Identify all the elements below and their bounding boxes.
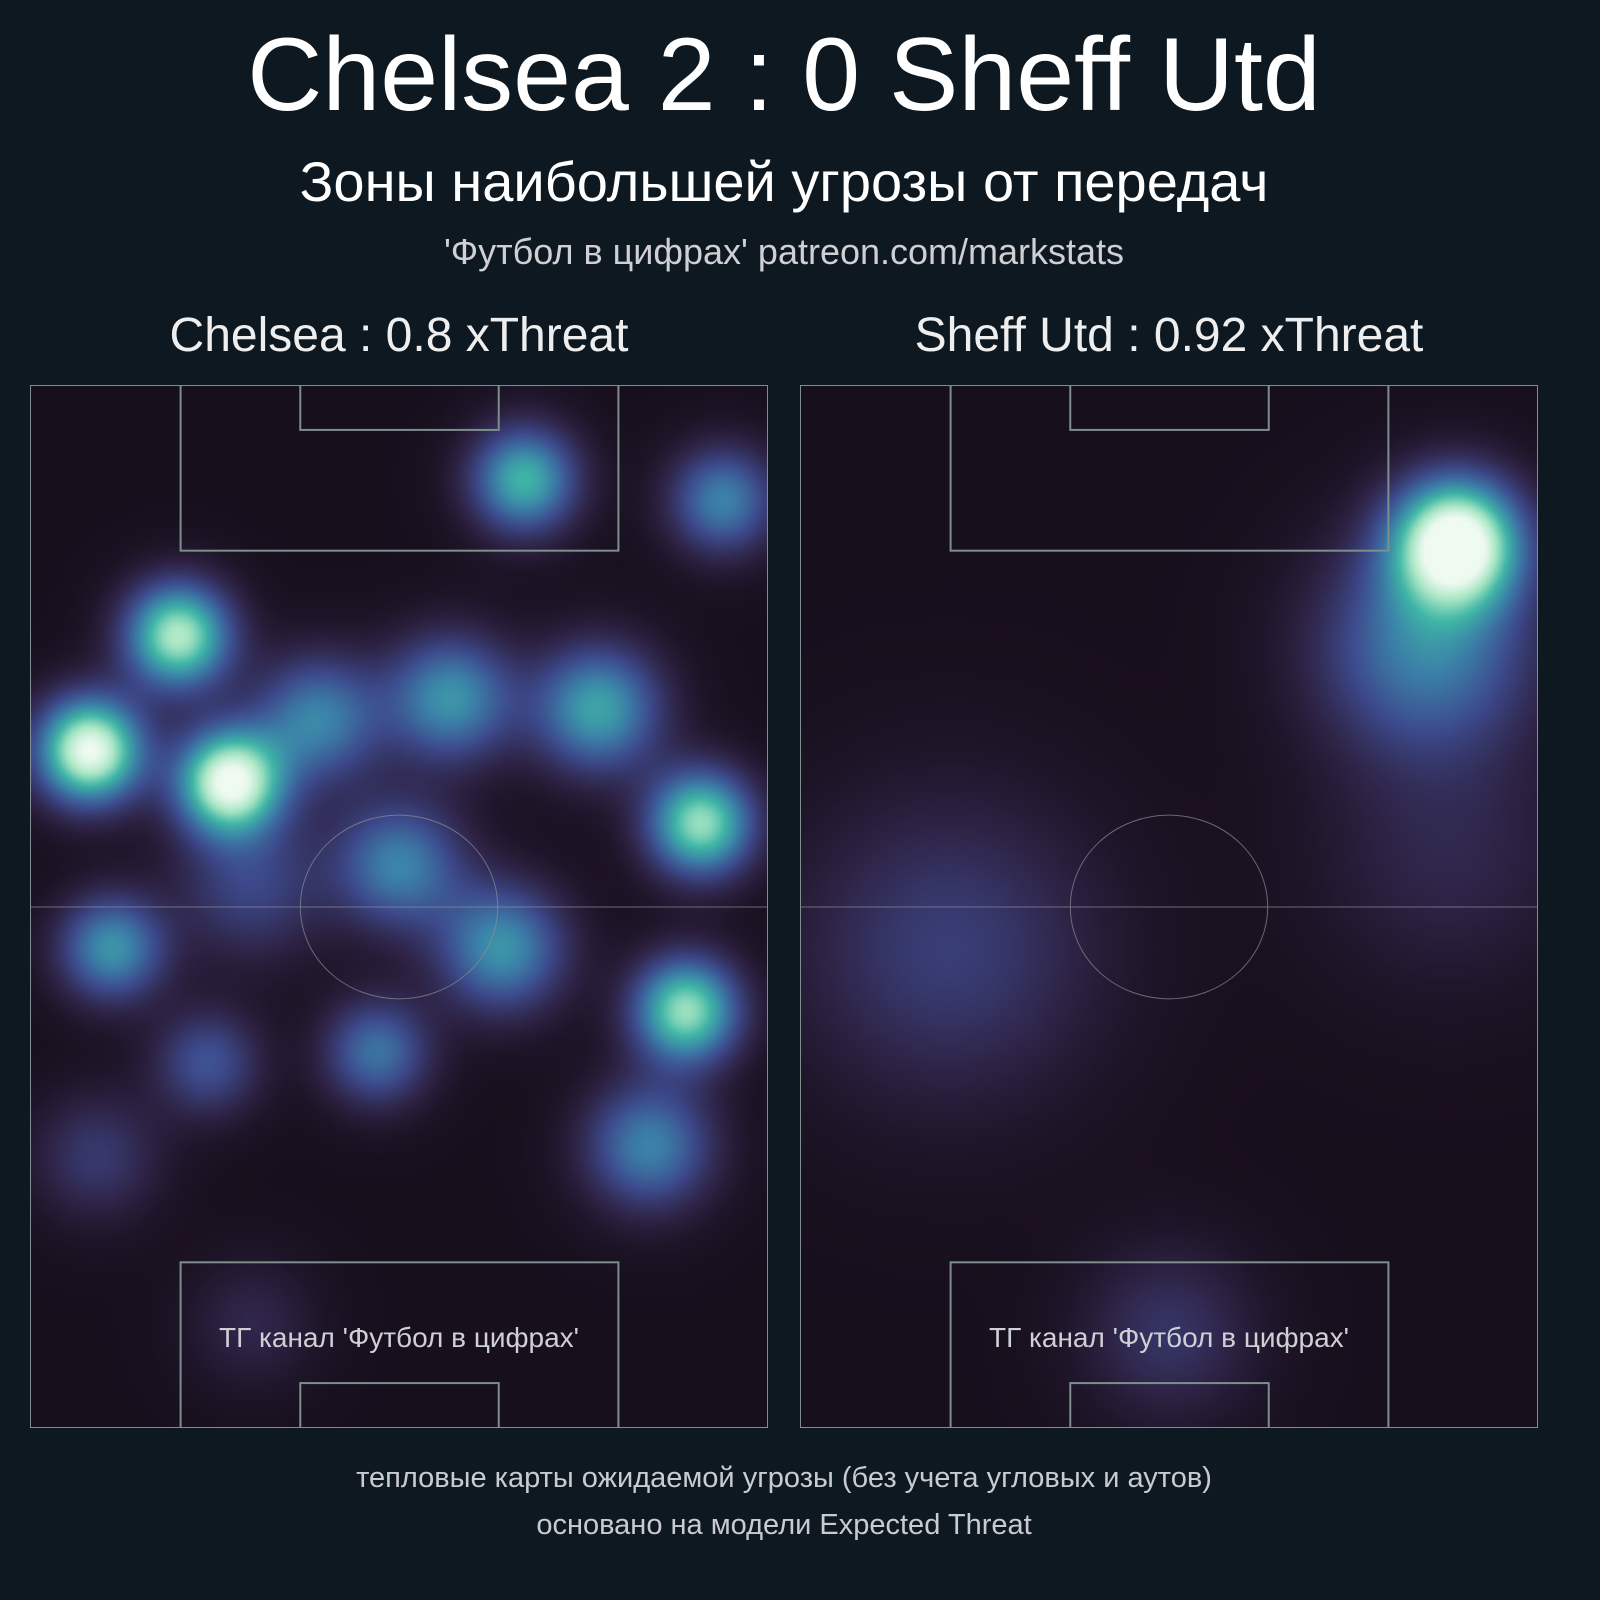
sheff-heatmap-pitch: ТГ канал 'Футбол в цифрах'	[800, 385, 1538, 1428]
bottom-penalty-box	[179, 1261, 620, 1427]
hotspot	[681, 1006, 691, 1016]
page-title: Chelsea 2 : 0 Sheff Utd	[247, 17, 1321, 133]
hotspot	[696, 818, 706, 828]
top-penalty-box	[949, 386, 1390, 552]
top-penalty-box	[179, 386, 620, 552]
sheff-panel-title: Sheff Utd : 0.92 xThreat	[914, 309, 1424, 362]
hotspot	[1422, 641, 1432, 651]
watermark: ТГ канал 'Футбол в цифрах'	[988, 1322, 1350, 1353]
top-six-yard-box	[299, 386, 500, 431]
source-credit: 'Футбол в цифрах' patreon.com/markstats	[443, 231, 1125, 272]
hotspot	[225, 777, 235, 787]
bottom-penalty-box	[949, 1261, 1390, 1427]
chelsea-panel-title: Chelsea : 0.8 xThreat	[169, 309, 629, 362]
page-subtitle: Зоны наибольшей угрозы от передач	[299, 150, 1269, 213]
bottom-six-yard-box	[299, 1382, 500, 1427]
hotspot	[593, 704, 603, 714]
pitch-markings	[31, 386, 767, 1427]
hotspot	[173, 631, 183, 641]
hotspot	[446, 693, 456, 703]
hotspot	[203, 1058, 213, 1068]
center-circle	[299, 814, 499, 1000]
bottom-six-yard-box	[1069, 1382, 1270, 1427]
footer-note: тепловые карты ожидаемой угрозы (без уче…	[356, 1462, 1212, 1494]
hotspot	[394, 860, 404, 870]
footer-model-note: основано на модели Expected Threat	[536, 1509, 1032, 1541]
center-circle	[1069, 814, 1269, 1000]
hotspot	[247, 881, 257, 891]
pitch-markings	[801, 386, 1537, 1427]
watermark: ТГ канал 'Футбол в цифрах'	[218, 1322, 580, 1353]
hotspot	[247, 1318, 257, 1328]
hotspot	[519, 475, 529, 485]
top-six-yard-box	[1069, 386, 1270, 431]
chelsea-heatmap-pitch: ТГ канал 'Футбол в цифрах'	[30, 385, 768, 1428]
hotspot	[718, 496, 728, 506]
